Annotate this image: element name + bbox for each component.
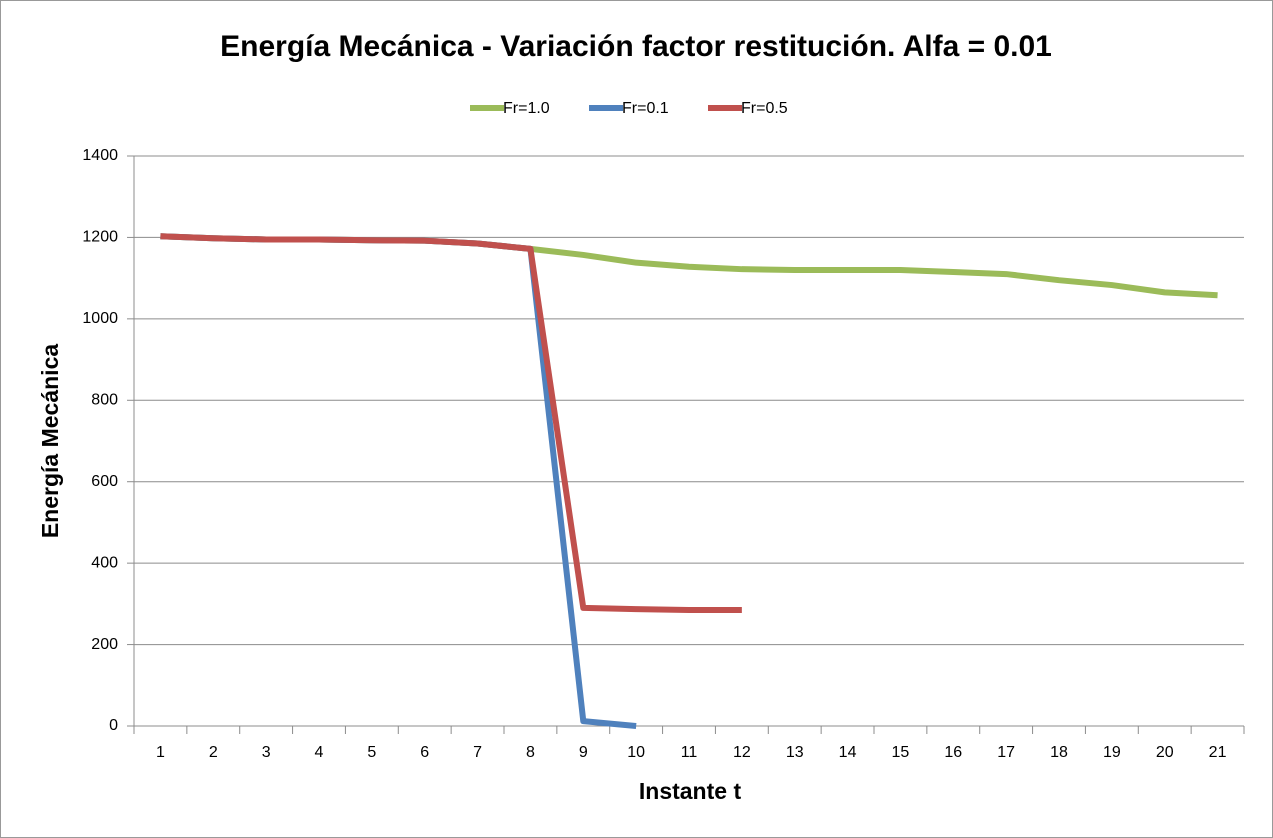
x-tick-label: 5 xyxy=(367,744,376,761)
x-tick-label: 12 xyxy=(733,744,751,761)
x-tick-label: 13 xyxy=(786,744,804,761)
y-tick-label: 400 xyxy=(91,554,118,571)
series-line xyxy=(160,233,742,613)
x-tick-label: 6 xyxy=(420,744,429,761)
x-tick-label: 14 xyxy=(839,744,857,761)
y-tick-label: 1400 xyxy=(82,147,118,164)
x-tick-label: 4 xyxy=(315,744,324,761)
y-tick-label: 800 xyxy=(91,392,118,409)
x-tick-label: 16 xyxy=(944,744,962,761)
y-tick-label: 0 xyxy=(109,717,118,734)
x-tick-label: 7 xyxy=(473,744,482,761)
legend-label: Fr=0.1 xyxy=(622,100,669,117)
y-tick-label: 1000 xyxy=(82,310,118,327)
x-tick-label: 2 xyxy=(209,744,218,761)
y-tick-label: 1200 xyxy=(82,229,118,246)
x-tick-label: 15 xyxy=(892,744,910,761)
y-tick-label: 600 xyxy=(91,473,118,490)
x-tick-label: 19 xyxy=(1103,744,1121,761)
y-axis-title: Energía Mecánica xyxy=(37,344,63,539)
x-tick-label: 21 xyxy=(1209,744,1227,761)
x-tick-label: 10 xyxy=(627,744,645,761)
y-tick-label: 200 xyxy=(91,636,118,653)
x-tick-label: 3 xyxy=(262,744,271,761)
x-tick-label: 18 xyxy=(1050,744,1068,761)
legend-label: Fr=0.5 xyxy=(741,100,788,117)
chart-title: Energía Mecánica - Variación factor rest… xyxy=(220,30,1052,63)
x-axis-title: Instante t xyxy=(639,778,742,804)
x-tick-label: 11 xyxy=(681,744,698,761)
x-tick-label: 9 xyxy=(579,744,588,761)
x-tick-label: 20 xyxy=(1156,744,1174,761)
x-tick-label: 1 xyxy=(156,744,165,761)
x-tick-label: 17 xyxy=(997,744,1015,761)
legend-label: Fr=1.0 xyxy=(503,100,550,117)
x-tick-label: 8 xyxy=(526,744,535,761)
